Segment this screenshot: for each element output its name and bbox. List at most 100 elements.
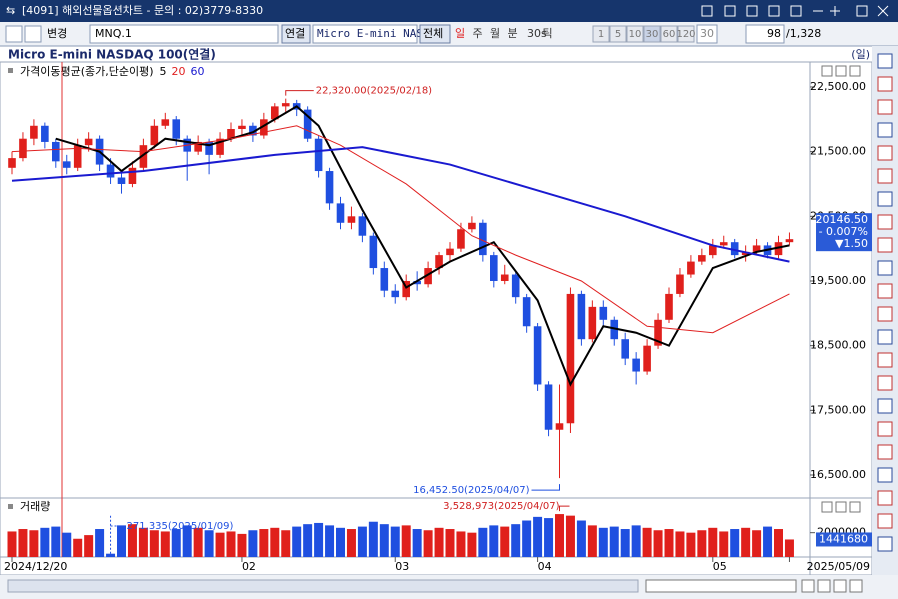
interval-button[interactable] — [609, 25, 627, 43]
volume-high-annotation: 3,528,973(2025/04/07) — [443, 501, 559, 512]
annotation-arrow — [559, 505, 570, 512]
volume-bar — [730, 529, 740, 557]
legend-marker — [8, 504, 13, 509]
volume-bar — [555, 514, 564, 557]
interval-button[interactable] — [677, 25, 695, 43]
volume-bar — [368, 521, 378, 557]
panel-buttons[interactable] — [821, 65, 861, 513]
period-button[interactable]: 일 — [455, 26, 465, 40]
high-annotation: 22,320.00(2025/02/18) — [316, 86, 432, 97]
scroll-range[interactable] — [645, 579, 797, 593]
volume-bar — [784, 539, 794, 557]
volume-bar — [478, 527, 488, 557]
tool-icon[interactable] — [877, 168, 893, 184]
volume-bar — [303, 524, 313, 557]
x-tick-label: 03 — [395, 560, 409, 573]
candle-body — [380, 268, 389, 291]
period-button[interactable]: 주 — [473, 27, 483, 40]
candle-body — [610, 319, 619, 340]
tool-icon[interactable] — [877, 467, 893, 483]
tool-icon[interactable] — [877, 490, 893, 506]
volume-bar — [467, 532, 477, 557]
tool-icon[interactable] — [877, 329, 893, 345]
volume-bar — [489, 525, 499, 557]
volume-bar — [127, 524, 137, 557]
tool-icon[interactable] — [877, 421, 893, 437]
volume-bar — [752, 530, 762, 557]
tool-icon[interactable] — [877, 53, 893, 69]
volume-bar — [697, 530, 707, 557]
volume-bar — [314, 522, 324, 557]
last-price-box — [816, 213, 872, 252]
low-annotation: 16,452.50(2025/04/07) — [413, 485, 529, 496]
volume-bar — [774, 529, 783, 557]
volume-bar — [719, 531, 729, 557]
period-button[interactable]: 분 — [508, 27, 518, 40]
volume-title: 거래량 — [20, 500, 50, 513]
volume-bar — [270, 527, 280, 557]
interval-button[interactable] — [626, 25, 644, 43]
candle-body — [435, 255, 443, 269]
symbol-input[interactable] — [89, 24, 279, 44]
interval-button[interactable] — [660, 25, 678, 43]
legend-marker — [8, 68, 13, 73]
volume-bar — [51, 526, 61, 557]
candle-body — [391, 290, 400, 298]
period-button[interactable]: 30s — [527, 27, 547, 40]
volume-bar — [522, 520, 532, 557]
count-input[interactable] — [745, 24, 785, 44]
period-button[interactable]: 월 — [490, 27, 500, 40]
drawing-tools[interactable] — [877, 53, 893, 552]
interval-button[interactable] — [643, 25, 661, 43]
tool-icon[interactable] — [877, 191, 893, 207]
candle-body — [271, 106, 279, 120]
candle-body — [490, 255, 498, 281]
volume-bar — [423, 530, 433, 557]
tool-icon[interactable] — [877, 214, 893, 230]
candle-body — [303, 109, 312, 139]
volume-bar — [500, 526, 510, 557]
chart-title: Micro E-mini NASDAQ 100(연결) — [8, 47, 216, 62]
candle-body — [30, 125, 38, 139]
interval-button[interactable] — [592, 25, 610, 43]
tool-icon[interactable] — [877, 375, 893, 391]
tool-icon[interactable] — [877, 513, 893, 529]
tool-icon[interactable] — [877, 237, 893, 253]
tool-icon[interactable] — [877, 444, 893, 460]
candle-body — [150, 125, 159, 146]
tool-icon[interactable] — [877, 122, 893, 138]
linked-button[interactable] — [281, 24, 311, 44]
scrollbar[interactable] — [7, 579, 639, 593]
tool-icon[interactable] — [877, 352, 893, 368]
tool-icon[interactable] — [877, 99, 893, 115]
nav-button[interactable] — [5, 25, 23, 43]
candle-body — [369, 235, 378, 269]
tool-icon[interactable] — [877, 260, 893, 276]
volume-bar — [642, 527, 652, 557]
tool-icon[interactable] — [877, 145, 893, 161]
all-label: 전체 — [423, 27, 443, 40]
tool-icon[interactable] — [877, 398, 893, 414]
volume-bar — [182, 525, 192, 557]
candle-body — [117, 177, 126, 184]
volume-bar — [379, 524, 389, 557]
all-button[interactable] — [419, 24, 451, 44]
candle-body — [249, 125, 257, 136]
volume-bar — [248, 530, 258, 557]
candle-body — [479, 222, 487, 256]
volume-bar — [456, 531, 466, 557]
interval-input[interactable] — [696, 24, 718, 44]
candle-body — [413, 280, 421, 285]
nav-button[interactable] — [24, 25, 42, 43]
window-buttons[interactable] — [701, 5, 889, 17]
period-button[interactable]: 틱 — [543, 27, 553, 40]
tool-icon[interactable] — [877, 283, 893, 299]
zoom-buttons[interactable] — [801, 579, 863, 593]
candle-body — [522, 297, 531, 327]
candle-body — [555, 423, 564, 430]
tool-icon[interactable] — [877, 76, 893, 92]
last-diff: ▼1.50 — [835, 237, 868, 250]
tool-icon[interactable] — [877, 306, 893, 322]
tool-icon[interactable] — [877, 536, 893, 552]
